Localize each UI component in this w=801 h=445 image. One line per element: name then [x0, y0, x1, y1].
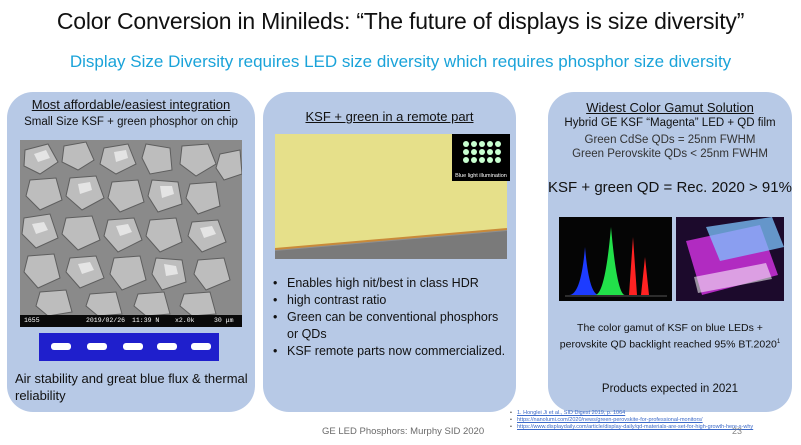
panel-remote-part: KSF + green in a remote part Blue light …: [263, 92, 516, 412]
bullet-item: Enables high nit/best in class HDR: [271, 275, 511, 292]
panel1-subheading: Small Size KSF + green phosphor on chip: [24, 116, 238, 128]
magenta-backlight-image: [676, 217, 784, 301]
reference-item: https://www.displaydaily.com/article/dis…: [510, 424, 801, 431]
panel2-bullet-list: Enables high nit/best in class HDR high …: [271, 275, 511, 360]
sem-date: 2019/02/26: [86, 317, 126, 324]
page-number: 23: [732, 426, 743, 436]
slide-subtitle: Display Size Diversity requires LED size…: [69, 52, 732, 71]
reference-item: 1. Honglei Ji et al., SID Digest 2019, p…: [510, 410, 801, 417]
sem-id: 1655: [24, 317, 40, 324]
emission-spectrum-image: [559, 217, 672, 301]
reference-list: 1. Honglei Ji et al., SID Digest 2019, p…: [510, 410, 801, 431]
blue-light-illumination-image: Blue light illumination: [452, 134, 510, 181]
reference-link[interactable]: 1. Honglei Ji et al., SID Digest 2019, p…: [517, 410, 626, 416]
rec2020-statement: KSF + green QD = Rec. 2020 > 91%: [548, 179, 792, 196]
reference-link[interactable]: https://nanolumi.com/2020/news/green-per…: [517, 417, 703, 423]
gamut-caption: The color gamut of KSF on blue LEDs + pe…: [552, 321, 788, 352]
blue-led-strip-image: [39, 333, 219, 361]
panel-chip-integration: Most affordable/easiest integration Smal…: [7, 92, 255, 412]
sem-magnification: x2.0k: [175, 317, 195, 324]
bullet-item: high contrast ratio: [271, 292, 511, 309]
panel2-heading: KSF + green in a remote part: [305, 109, 474, 124]
slide-title: Color Conversion in Minileds: “The futur…: [56, 8, 745, 34]
reference-item: https://nanolumi.com/2020/news/green-per…: [510, 417, 801, 424]
panel3-subheading: Hybrid GE KSF “Magenta” LED + QD film: [564, 117, 776, 129]
qd-fwhm-cdse: Green CdSe QDs = 25nm FWHM: [584, 134, 756, 146]
bullet-item: KSF remote parts now commercialized.: [271, 343, 511, 360]
inset-caption: Blue light illumination: [455, 173, 507, 179]
products-expected: Products expected in 2021: [601, 383, 739, 395]
panel-wide-gamut: Widest Color Gamut Solution Hybrid GE KS…: [548, 92, 792, 412]
sem-time: 11:39 N: [132, 317, 160, 324]
sem-scale: 30 μm: [214, 317, 234, 324]
gamut-text: The color gamut of KSF on blue LEDs + pe…: [559, 322, 777, 351]
bullet-item: Green can be conventional phosphors or Q…: [271, 309, 511, 343]
qd-fwhm-perovskite: Green Perovskite QDs < 25nm FWHM: [572, 148, 768, 160]
footer-credit: GE LED Phosphors: Murphy SID 2020: [322, 426, 485, 437]
sem-micrograph-image: [20, 140, 242, 315]
panel1-footer: Air stability and great blue flux & ther…: [15, 371, 248, 403]
gamut-footnote-ref: 1: [776, 339, 781, 345]
panel3-heading: Widest Color Gamut Solution: [586, 100, 754, 115]
sem-info-bar: 1655 2019/02/26 11:39 N x2.0k 30 μm: [20, 315, 242, 327]
panel1-heading: Most affordable/easiest integration: [31, 97, 231, 112]
reference-link[interactable]: https://www.displaydaily.com/article/dis…: [517, 424, 754, 430]
